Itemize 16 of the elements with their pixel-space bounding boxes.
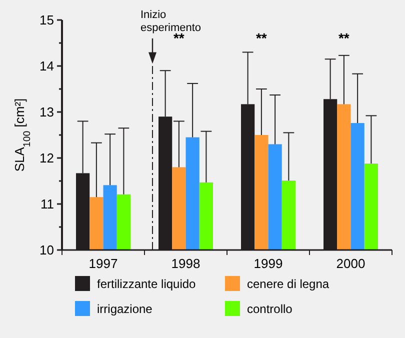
y-tick-label: 11 [40,196,54,212]
annotation: ** [338,30,350,46]
x-tick-label: 1997 [88,256,118,271]
legend-label: cenere di legna [247,277,330,292]
annotation: ** [256,30,268,46]
y-tick-label: 10 [40,242,54,258]
y-tick-label: 14 [40,58,54,74]
legend-label: fertilizzante liquido [97,277,196,292]
legend-label: controllo [247,302,293,316]
y-tick-label: 13 [40,104,54,120]
x-tick-label: 2000 [336,256,366,271]
y-tick-label: 12 [40,150,54,166]
x-tick-label: 1999 [254,256,283,271]
y-tick-label: 15 [40,12,54,28]
legend-label: irrigazione [97,302,153,316]
x-tick-label: 1998 [171,256,200,271]
